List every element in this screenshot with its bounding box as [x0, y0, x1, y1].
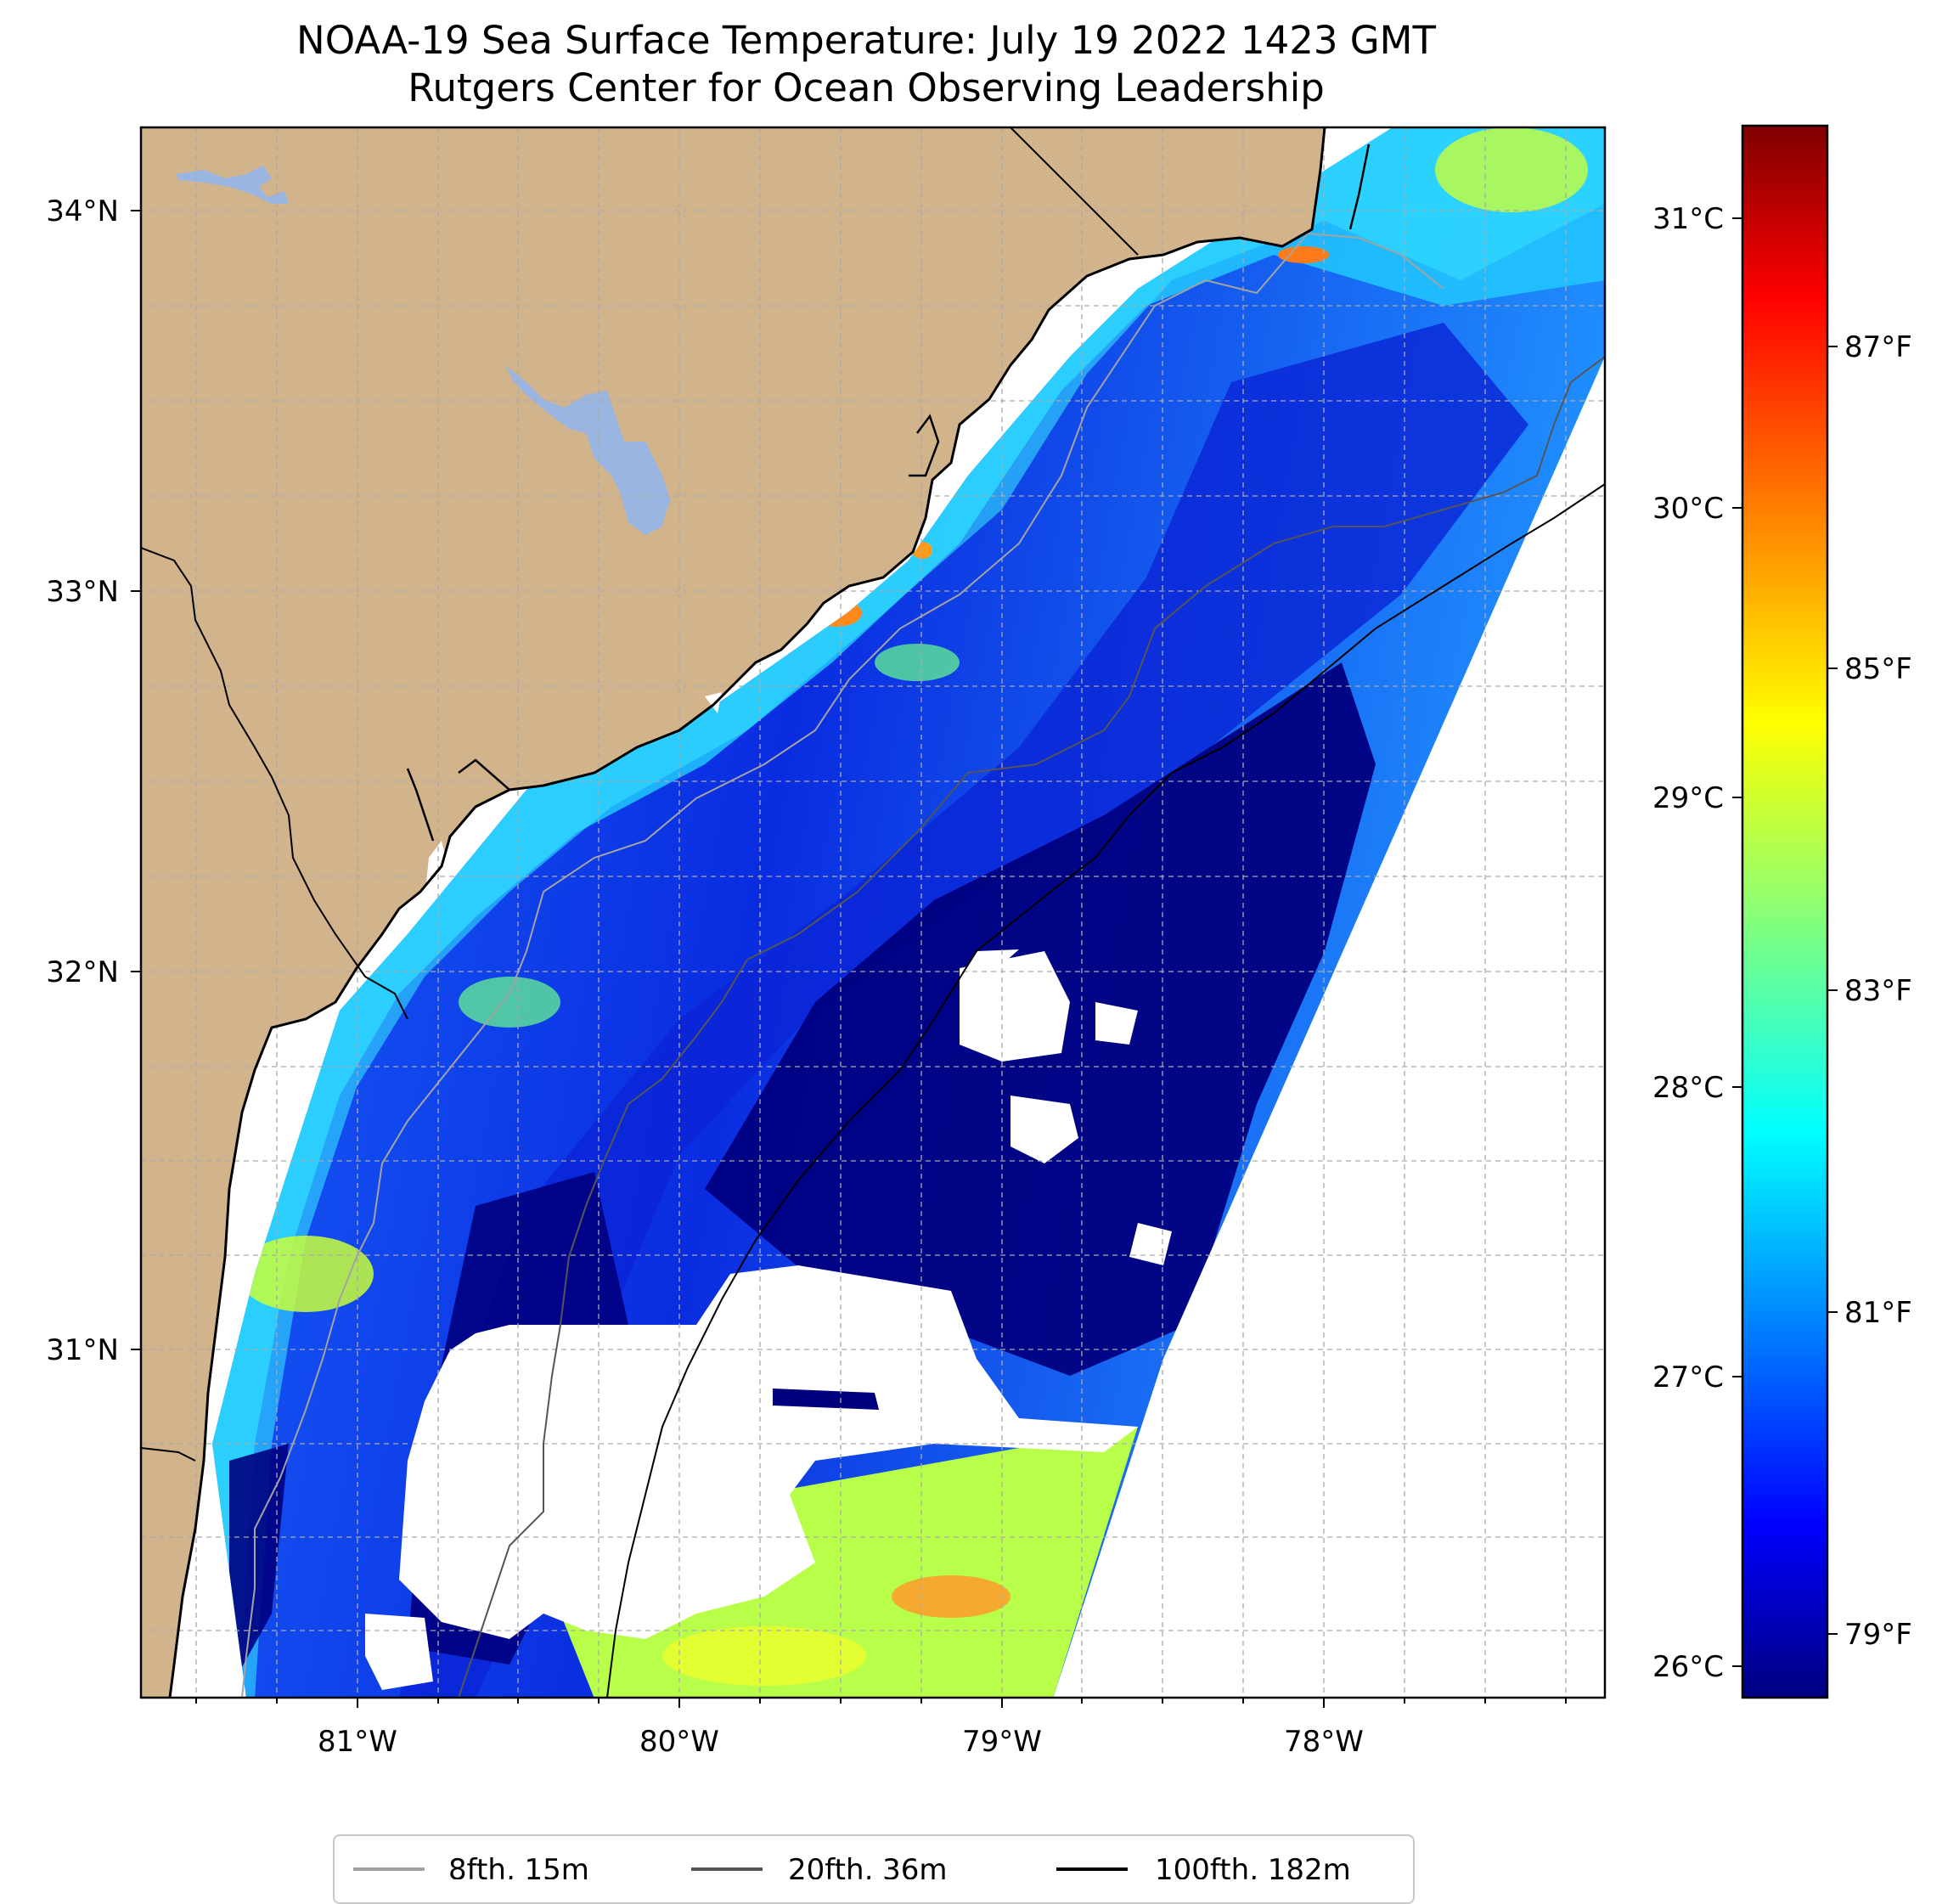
lat-tick-label: 32°N — [46, 955, 119, 989]
colorbar-fahrenheit-label: 85°F — [1844, 652, 1912, 686]
lake — [505, 365, 671, 535]
map-title-line2: Rutgers Center for Ocean Observing Leade… — [408, 65, 1325, 110]
lat-tick-label: 34°N — [46, 194, 119, 228]
colorbar-celsius-label: 30°C — [1652, 492, 1724, 526]
lon-tick-label: 78°W — [1284, 1725, 1364, 1759]
land-mass — [141, 127, 1325, 1698]
no-data-region — [399, 1265, 1138, 1639]
lon-tick-label: 79°W — [962, 1725, 1042, 1759]
colorbar-fahrenheit-label: 83°F — [1844, 974, 1912, 1008]
contour-100fth — [606, 483, 1605, 1698]
lon-tick-label: 81°W — [318, 1725, 397, 1759]
lake — [176, 166, 289, 204]
colorbar-celsius-label: 31°C — [1652, 202, 1724, 236]
contour-legend — [333, 1834, 1415, 1904]
colorbar-celsius-label: 28°C — [1652, 1071, 1724, 1105]
colorbar-celsius-label: 29°C — [1652, 781, 1724, 815]
colorbar-celsius-label: 26°C — [1652, 1650, 1724, 1684]
lat-tick-label: 31°N — [46, 1333, 119, 1367]
state-border — [141, 547, 408, 1020]
lon-tick-label: 80°W — [639, 1725, 719, 1759]
map-title-line1: NOAA-19 Sea Surface Temperature: July 19… — [296, 18, 1436, 63]
colorbar-fahrenheit-label: 79°F — [1844, 1618, 1912, 1652]
contour-8fth — [241, 232, 1444, 1698]
graticule — [141, 127, 1605, 1698]
coastline — [168, 127, 1326, 1698]
state-border — [1010, 127, 1139, 256]
colorbar-fahrenheit-label: 87°F — [1844, 330, 1912, 364]
lat-tick-label: 33°N — [46, 575, 119, 609]
colorbar-celsius-label: 27°C — [1652, 1360, 1724, 1394]
map-frame — [139, 126, 1607, 1699]
colorbar — [1741, 124, 1829, 1699]
colorbar-fahrenheit-label: 81°F — [1844, 1296, 1912, 1330]
contour-20fth — [458, 356, 1605, 1698]
